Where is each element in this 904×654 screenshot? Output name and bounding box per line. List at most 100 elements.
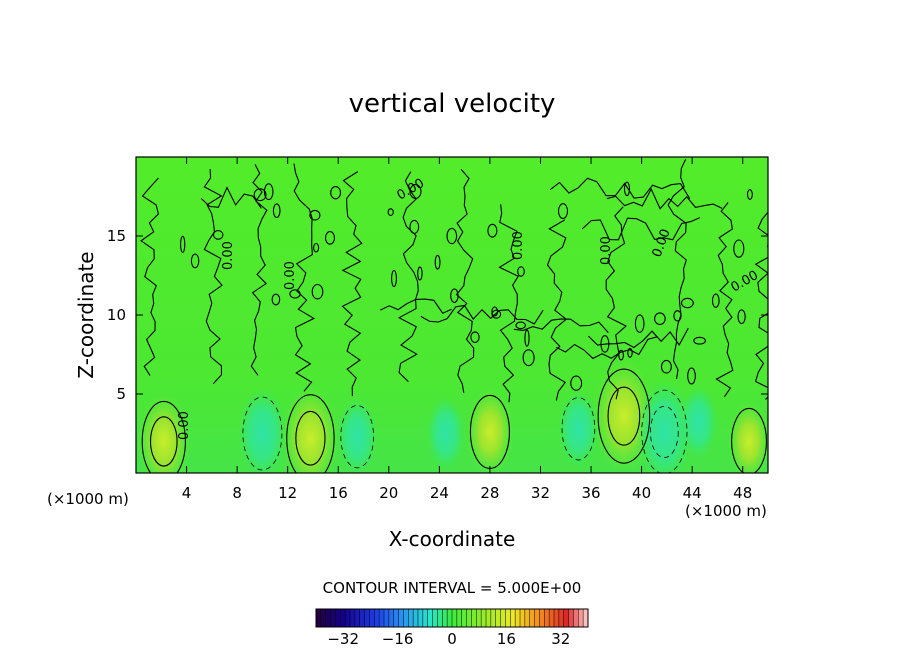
x-tick-label: 28	[480, 484, 499, 502]
colorbar-cell	[350, 609, 356, 627]
small-cell-contour	[654, 312, 666, 326]
zero-contour-label: 0.00	[283, 261, 298, 290]
colorbar-cell	[520, 609, 526, 627]
colorbar-cell	[573, 609, 579, 627]
colorbar-cell	[500, 609, 506, 627]
colorbar-cell	[384, 609, 390, 627]
colorbar-cell	[393, 609, 399, 627]
colorbar-cell	[359, 609, 365, 627]
small-cell-contour	[434, 254, 441, 270]
colorbar-cell	[466, 609, 472, 627]
colorbar-cell	[563, 609, 569, 627]
small-cell-contour	[515, 321, 526, 330]
zero-contour	[715, 202, 734, 398]
colorbar-cell	[432, 609, 438, 627]
colorbar-cell	[505, 609, 511, 627]
colorbar-cell	[452, 609, 458, 627]
colorbar-cell	[495, 609, 501, 627]
small-cell-contour	[623, 181, 631, 197]
zero-contour	[341, 171, 363, 397]
colorbar-frame	[315, 608, 589, 628]
colorbar-cell	[330, 609, 336, 627]
colorbar-cell	[442, 609, 448, 627]
zero-contour	[754, 211, 768, 400]
small-cell-contour	[253, 188, 267, 202]
zero-contour	[420, 304, 544, 325]
downdraft-shading	[426, 396, 465, 471]
zero-contour	[667, 159, 687, 380]
small-cell-contour	[737, 309, 746, 325]
colorbar-cell	[510, 609, 516, 627]
zero-contour	[203, 168, 223, 385]
colorbar-cell	[583, 609, 589, 627]
colorbar-cell	[403, 609, 409, 627]
small-cell-contour	[470, 331, 480, 344]
x-tick-label: 8	[232, 484, 242, 502]
small-cell-contour	[618, 349, 624, 361]
zero-contour	[549, 177, 691, 199]
small-cell-contour	[289, 289, 301, 299]
chart-title: vertical velocity	[349, 89, 556, 119]
colorbar-cell	[568, 609, 574, 627]
zero-contour	[555, 336, 658, 360]
updraft-contour	[286, 394, 335, 473]
colorbar-cell	[529, 609, 535, 627]
zero-contour	[606, 187, 723, 210]
downdraft-contour	[242, 396, 283, 471]
small-cell-contour	[409, 184, 422, 199]
colorbar-cell	[316, 609, 322, 627]
x-tick-label: 20	[379, 484, 398, 502]
downdraft-contour	[340, 405, 375, 469]
small-cell-contour	[673, 310, 682, 322]
downdraft-contour	[641, 389, 688, 473]
small-cell-contour	[330, 186, 342, 200]
x-tick-label: 24	[430, 484, 449, 502]
colorbar-cell	[558, 609, 565, 627]
small-cell-contour	[263, 183, 274, 201]
small-cell-contour	[627, 347, 633, 358]
colorbar-cell	[369, 609, 375, 627]
downdraft-contour	[561, 397, 596, 461]
zero-contour	[200, 186, 262, 209]
small-cell-contour	[212, 230, 224, 240]
colorbar-cell	[335, 609, 341, 627]
colorbar-cell	[418, 609, 424, 627]
colorbar-tick-label: 16	[497, 630, 516, 648]
colorbar-cell	[476, 609, 482, 627]
x-tick-label: 44	[683, 484, 702, 502]
colorbar-cell	[486, 609, 492, 627]
colorbar-cell	[471, 609, 477, 627]
zero-contour	[380, 298, 452, 314]
colorbar-cell	[325, 609, 331, 627]
x-tick-label: 48	[733, 484, 752, 502]
downdraft-shading	[336, 397, 378, 473]
zero-contour-label: 0.00	[221, 241, 236, 270]
updraft-shading	[136, 391, 191, 473]
small-cell-contour	[522, 349, 535, 367]
small-cell-contour	[391, 269, 397, 288]
zero-contour	[605, 206, 627, 400]
contour-interval-label: CONTOUR INTERVAL = 5.000E+00	[323, 579, 582, 597]
small-cell-contour	[309, 209, 321, 221]
x-unit-right: (×1000 m)	[685, 502, 767, 520]
colorbar-cell	[408, 609, 414, 627]
small-cell-contour	[524, 329, 530, 347]
y-tick-label: 10	[107, 306, 126, 324]
updraft-contour	[731, 407, 768, 473]
small-cell-contour	[557, 203, 569, 220]
colorbar-cell	[422, 609, 429, 627]
small-cell-contour	[711, 293, 720, 308]
small-cell-contour	[272, 203, 281, 219]
colorbar-cell	[427, 609, 433, 627]
small-cell-contour	[517, 266, 525, 277]
updraft-contour	[597, 368, 651, 464]
colorbar-tick-label: −16	[382, 630, 414, 648]
zero-contour	[455, 169, 475, 393]
colorbar-cell	[388, 609, 395, 627]
colorbar-tick-label: −32	[327, 630, 359, 648]
downdraft-shading	[557, 389, 599, 468]
small-cell-contour	[570, 375, 583, 391]
small-cell-contour	[313, 242, 320, 253]
x-tick-label: 40	[632, 484, 651, 502]
downdraft-shading	[238, 387, 287, 473]
